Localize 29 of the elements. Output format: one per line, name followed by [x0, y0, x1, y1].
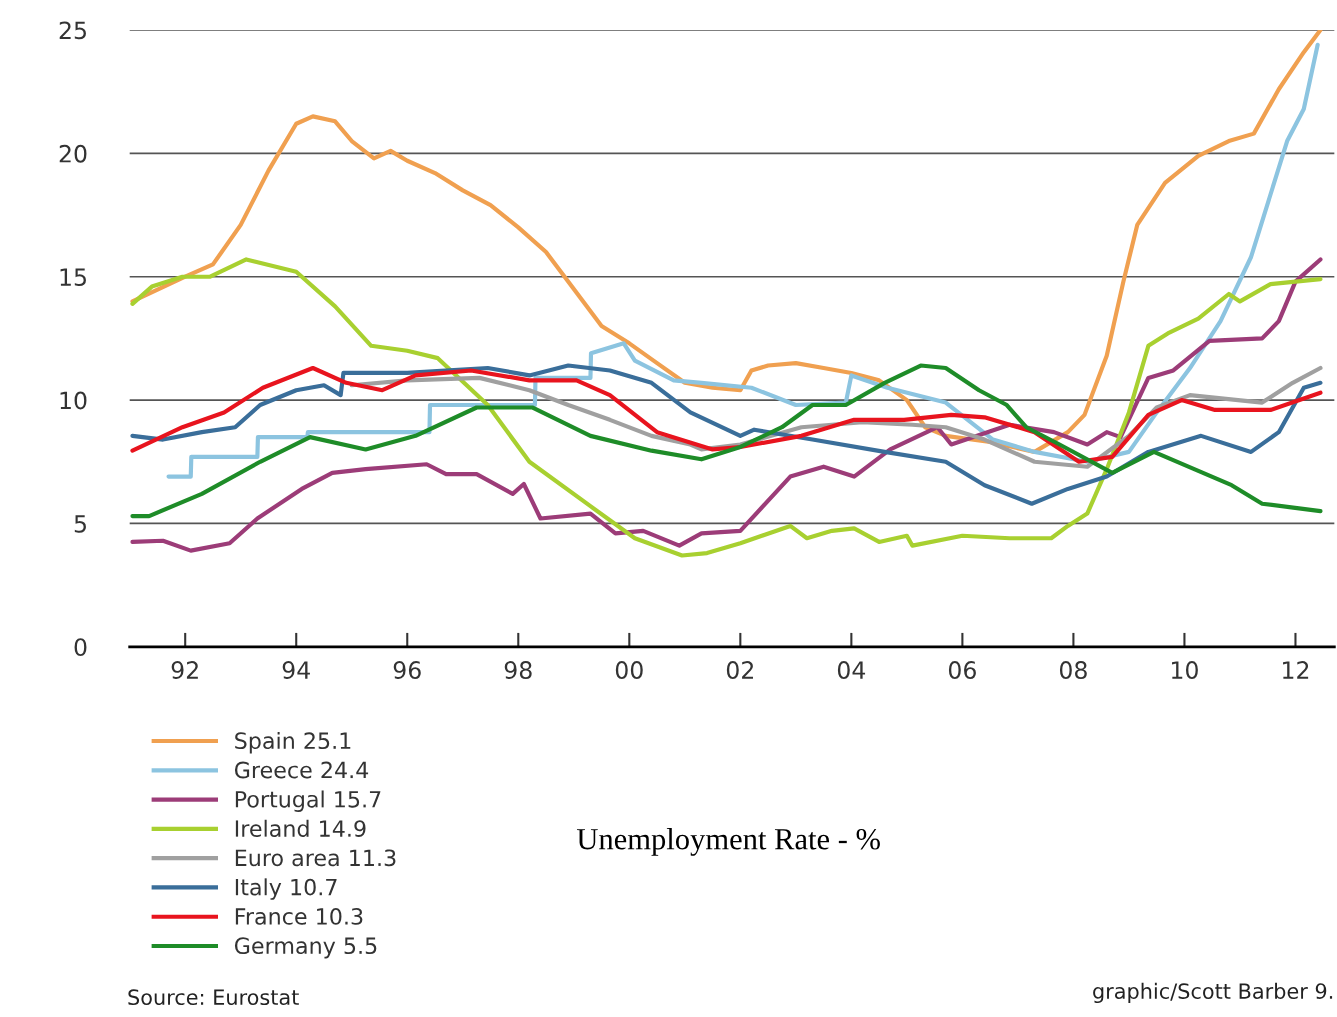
y-tick-label: 10: [60, 391, 87, 410]
x-tick-label: 02: [726, 661, 753, 679]
legend-label: Spain 25.1: [235, 731, 351, 754]
legend-label: France 10.3: [235, 908, 363, 925]
line-series: [130, 365, 1323, 464]
x-tick-label: 10: [1172, 661, 1198, 679]
text: graphic/Scott Barber 9.: [1093, 982, 1333, 1004]
y-tick-label: 15: [60, 268, 86, 287]
x-tick-label: 06: [948, 661, 976, 679]
legend-label: Greece 24.4: [234, 761, 369, 779]
x-tick-label: 96: [393, 661, 421, 679]
y-tick-label: 0: [74, 638, 87, 657]
x-tick-label: 98: [504, 661, 532, 679]
text: Unemployment Rate - %: [576, 827, 880, 856]
legend-label: Euro area 11.3: [235, 849, 396, 867]
legend-label: Ireland 14.9: [235, 819, 366, 837]
y-tick-label: 5: [74, 515, 86, 533]
x-tick-label: 08: [1059, 661, 1087, 679]
y-tick-label: 25: [59, 21, 86, 40]
legend-label: Portugal 15.7: [235, 790, 381, 812]
x-tick-label: 04: [837, 661, 866, 679]
x-tick-label: 00: [615, 661, 643, 679]
y-tick-label: 20: [59, 144, 87, 163]
legend-label: Italy 10.7: [235, 878, 337, 900]
source-note: Source: Eurostat: [128, 989, 299, 1006]
legend-label: Germany 5.5: [234, 937, 377, 959]
x-tick-label: 12: [1283, 661, 1309, 679]
x-tick-label: 92: [171, 661, 198, 679]
x-tick-label: 94: [282, 661, 310, 679]
